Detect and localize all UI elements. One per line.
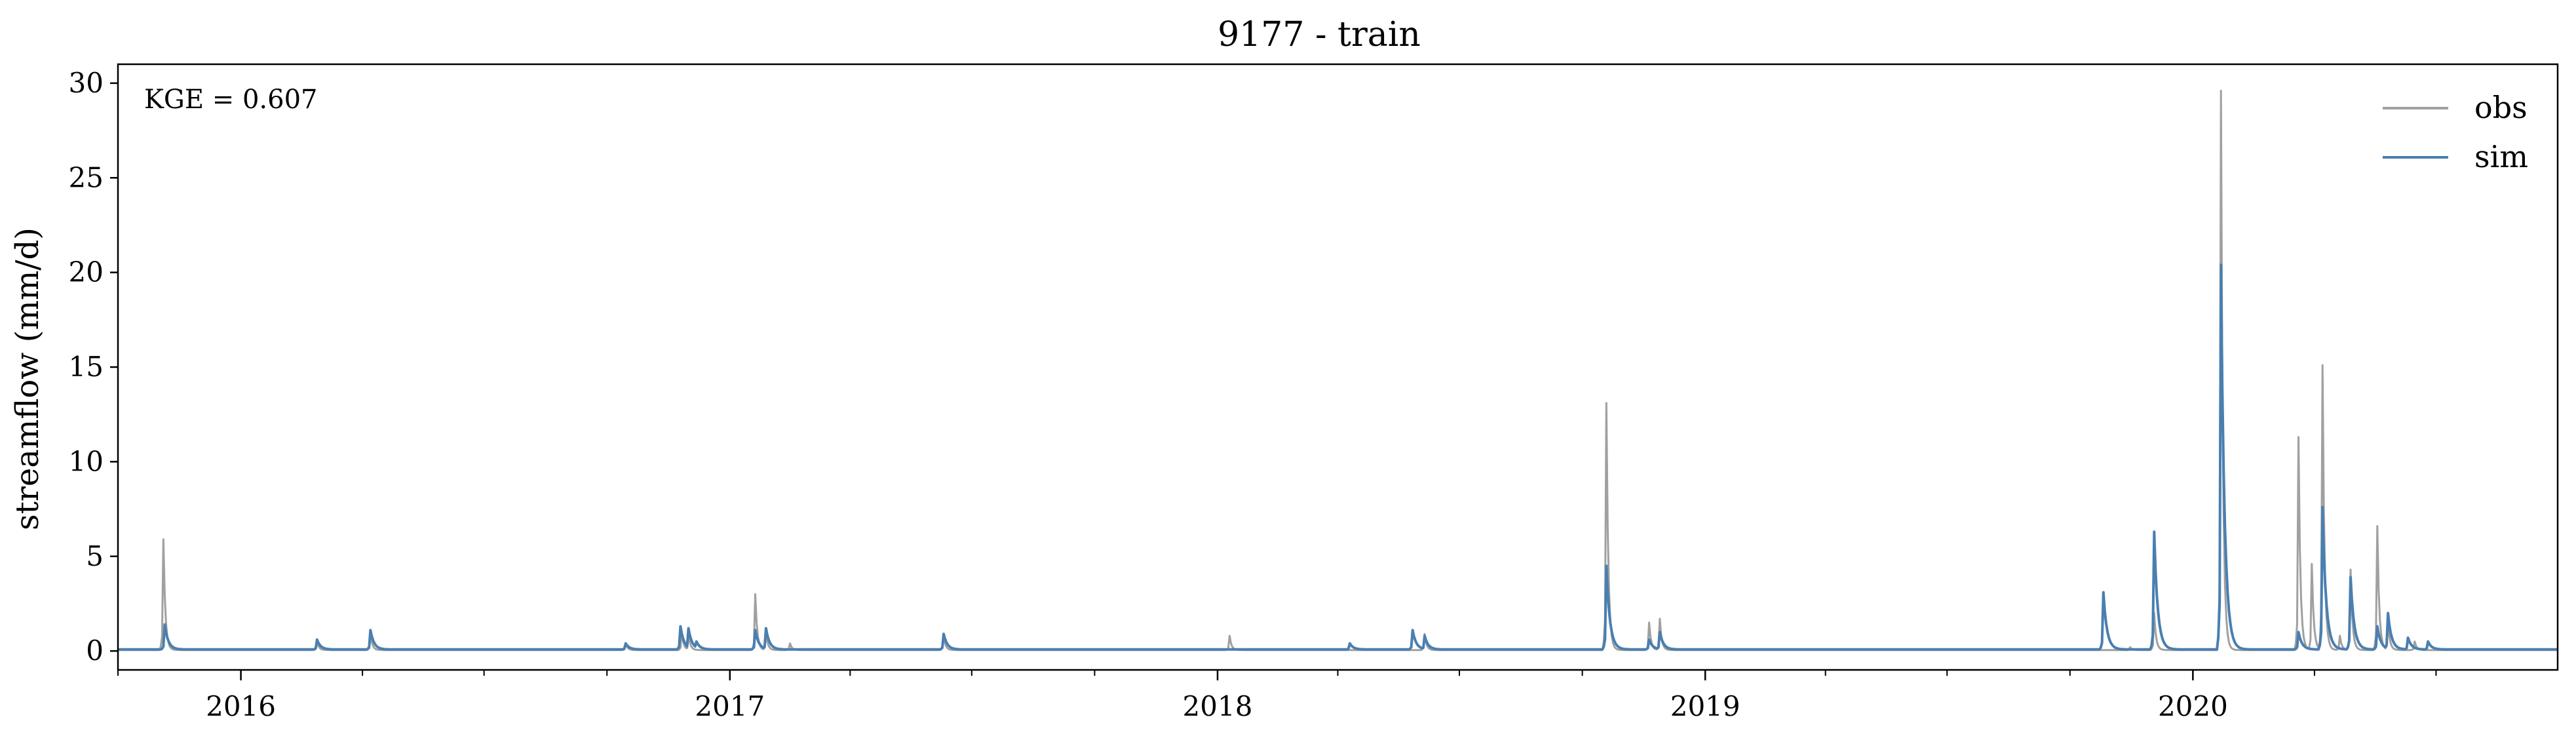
x-tick-label: 2016 <box>206 690 276 722</box>
y-axis-label: streamflow (mm/d) <box>9 227 46 530</box>
plot-frame <box>117 63 2559 671</box>
legend: obs sim <box>2383 90 2528 174</box>
series-layer <box>118 89 2558 652</box>
kge-annotation: KGE = 0.607 <box>144 85 318 115</box>
y-tick-label: 5 <box>86 540 104 572</box>
y-axis: 0 5 10 15 20 25 30 <box>69 67 118 667</box>
x-tick-label: 2020 <box>2158 690 2228 722</box>
y-tick-label: 20 <box>69 256 104 288</box>
x-axis: 2016 2017 2018 2019 2020 <box>117 670 2437 722</box>
x-tick-label: 2017 <box>695 690 765 722</box>
x-tick-label: 2019 <box>1670 690 1740 722</box>
legend-sim-label: sim <box>2474 139 2528 174</box>
y-tick-label: 15 <box>69 351 104 383</box>
chart-title: 9177 - train <box>1218 15 1421 54</box>
y-tick-label: 30 <box>69 67 104 99</box>
legend-obs-label: obs <box>2474 90 2528 125</box>
y-tick-label: 25 <box>69 161 104 193</box>
y-tick-label: 10 <box>69 445 104 477</box>
x-tick-label: 2018 <box>1183 690 1253 722</box>
series-sim-line <box>118 264 2558 651</box>
series-obs-line <box>118 89 2558 652</box>
y-tick-label: 0 <box>86 635 104 667</box>
